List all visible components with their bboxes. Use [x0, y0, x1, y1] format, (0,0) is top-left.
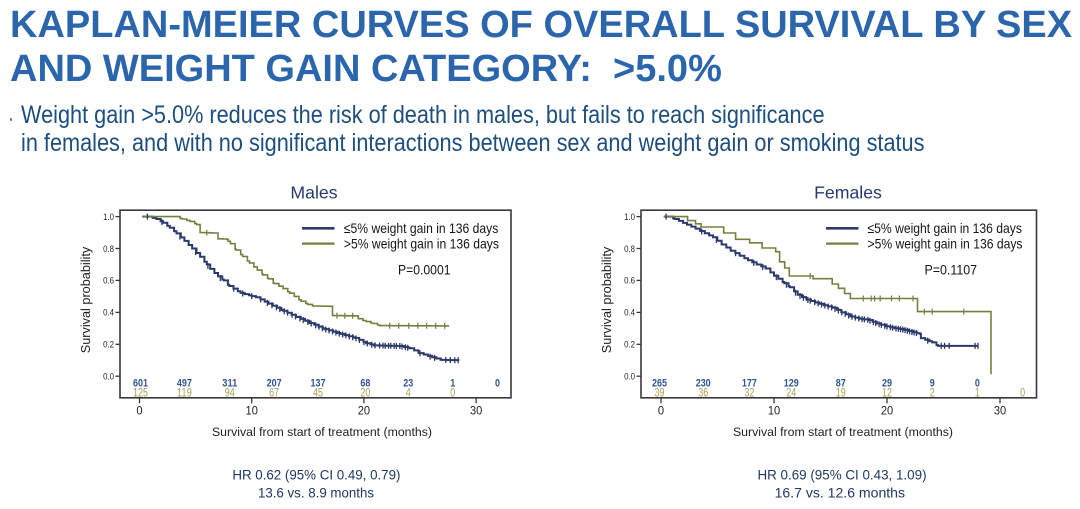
svg-text:10: 10: [768, 404, 780, 418]
svg-text:1.0: 1.0: [103, 212, 114, 222]
svg-text:23: 23: [403, 378, 413, 390]
svg-text:20: 20: [881, 404, 893, 418]
svg-text:0.4: 0.4: [103, 308, 114, 318]
svg-text:177: 177: [742, 378, 757, 390]
svg-text:30: 30: [994, 404, 1006, 418]
svg-text:0.2: 0.2: [103, 340, 114, 350]
svg-text:10: 10: [246, 404, 258, 418]
svg-text:87: 87: [836, 378, 846, 390]
svg-text:≤5% weight gain in 136 days: ≤5% weight gain in 136 days: [868, 220, 1022, 236]
svg-text:>5% weight gain in 136 days: >5% weight gain in 136 days: [344, 235, 499, 251]
svg-text:20: 20: [360, 387, 370, 399]
svg-text:207: 207: [267, 378, 282, 390]
svg-text:94: 94: [225, 387, 235, 399]
svg-text:601: 601: [133, 378, 148, 390]
svg-text:HR 0.62 (95% CI 0.49, 0.79): HR 0.62 (95% CI 0.49, 0.79): [232, 466, 400, 482]
svg-text:311: 311: [222, 378, 237, 390]
svg-text:Survival probability: Survival probability: [600, 246, 614, 353]
svg-text:1: 1: [450, 378, 455, 390]
svg-text:68: 68: [360, 378, 370, 390]
svg-text:Males: Males: [290, 183, 337, 203]
svg-text:19: 19: [836, 387, 846, 399]
svg-text:129: 129: [784, 378, 799, 390]
svg-text:32: 32: [744, 387, 754, 399]
svg-text:67: 67: [269, 387, 279, 399]
svg-text:Survival probability: Survival probability: [79, 246, 93, 353]
svg-text:0.6: 0.6: [103, 276, 114, 286]
svg-text:36: 36: [698, 387, 708, 399]
svg-text:0.6: 0.6: [624, 276, 635, 286]
svg-text:13.6 vs. 8.9 months: 13.6 vs. 8.9 months: [258, 484, 374, 500]
svg-text:0: 0: [136, 404, 142, 418]
svg-text:137: 137: [311, 378, 326, 390]
svg-text:Survival from start of treatme: Survival from start of treatment (months…: [733, 425, 953, 439]
svg-text:497: 497: [177, 378, 192, 390]
svg-text:16.7 vs. 12.6 months: 16.7 vs. 12.6 months: [775, 484, 905, 500]
svg-text:0: 0: [495, 378, 500, 390]
svg-text:1: 1: [975, 387, 980, 399]
svg-text:2: 2: [930, 387, 935, 399]
svg-text:20: 20: [358, 404, 370, 418]
svg-text:Females: Females: [814, 183, 882, 203]
svg-text:0: 0: [975, 378, 980, 390]
svg-text:P=0.0001: P=0.0001: [398, 262, 451, 278]
svg-text:≤5% weight gain in 136 days: ≤5% weight gain in 136 days: [344, 220, 498, 236]
svg-text:1.0: 1.0: [624, 212, 635, 222]
svg-text:125: 125: [133, 387, 148, 399]
svg-text:12: 12: [882, 387, 892, 399]
svg-text:9: 9: [930, 378, 935, 390]
svg-text:0.2: 0.2: [624, 340, 635, 350]
svg-text:0: 0: [658, 404, 664, 418]
svg-text:29: 29: [882, 378, 892, 390]
svg-text:4: 4: [406, 387, 411, 399]
svg-text:0.8: 0.8: [624, 244, 635, 254]
svg-text:Survival from start of treatme: Survival from start of treatment (months…: [212, 425, 432, 439]
svg-text:265: 265: [652, 378, 667, 390]
svg-text:0.0: 0.0: [103, 372, 114, 382]
svg-text:0.0: 0.0: [624, 372, 635, 382]
svg-text:45: 45: [313, 387, 323, 399]
svg-text:119: 119: [177, 387, 192, 399]
svg-text:0.4: 0.4: [624, 308, 635, 318]
svg-text:230: 230: [696, 378, 711, 390]
svg-text:24: 24: [786, 387, 796, 399]
svg-text:0: 0: [1020, 387, 1025, 399]
svg-text:0: 0: [450, 387, 455, 399]
svg-text:30: 30: [470, 404, 482, 418]
svg-text:>5% weight gain in 136 days: >5% weight gain in 136 days: [868, 235, 1023, 251]
svg-text:0.8: 0.8: [103, 244, 114, 254]
svg-text:HR 0.69 (95% CI 0.43, 1.09): HR 0.69 (95% CI 0.43, 1.09): [757, 466, 926, 482]
svg-text:P=0.1107: P=0.1107: [925, 262, 978, 278]
svg-text:39: 39: [655, 387, 665, 399]
